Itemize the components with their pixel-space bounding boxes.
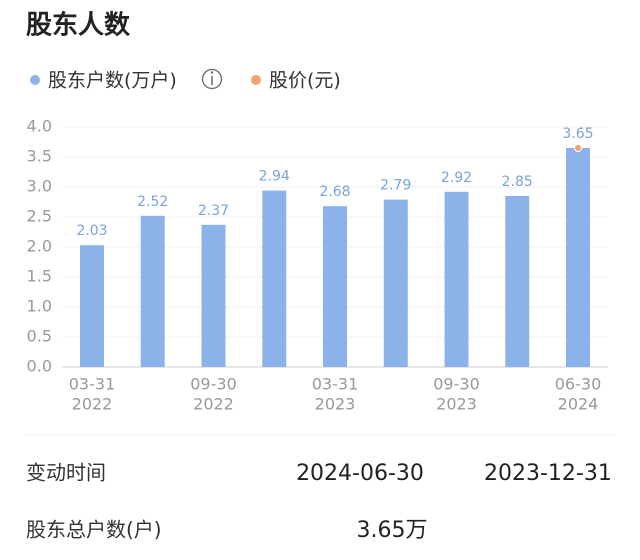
bar [80, 245, 104, 367]
y-tick-label: 1.0 [27, 297, 52, 316]
y-tick-label: 2.0 [27, 237, 52, 256]
bar [444, 191, 469, 367]
legend-label: 股东户数(万户) [48, 70, 177, 92]
bar [505, 196, 530, 367]
bar [201, 224, 226, 367]
bar [383, 199, 408, 367]
chart-title: 股东人数 [26, 10, 131, 41]
value-label: 2.52 [137, 194, 168, 210]
table-label: 变动时间 [26, 461, 106, 485]
legend-dot [30, 75, 40, 85]
bar [323, 206, 347, 367]
value-label: 2.68 [319, 184, 350, 200]
value-label: 2.94 [259, 169, 290, 185]
y-tick-label: 4.0 [27, 117, 52, 136]
bar [566, 148, 590, 367]
value-label: 2.37 [198, 203, 229, 219]
price-point [574, 144, 582, 152]
x-tick-label: 03-31 [69, 375, 116, 394]
value-label: 2.79 [380, 178, 411, 194]
x-tick-label: 03-31 [312, 375, 359, 394]
value-label: 2.85 [502, 174, 533, 190]
x-tick-year: 2022 [193, 395, 234, 414]
y-tick-label: 3.0 [27, 177, 52, 196]
value-label: 2.92 [441, 170, 472, 186]
info-icon[interactable] [201, 68, 223, 90]
bar [262, 190, 287, 367]
table-label: 股东总户数(户) [26, 518, 162, 542]
table-cell: 3.65万 [357, 518, 428, 543]
legend-dot [251, 75, 261, 85]
y-tick-label: 3.5 [27, 147, 52, 166]
y-tick-label: 1.5 [27, 267, 52, 286]
table-cell: 2023-12-31 [484, 461, 612, 486]
table-clip: 变动时间 2024-06-30 2023-12-31 股东总户数(户) 3.65… [26, 461, 612, 544]
x-tick-year: 2023 [436, 395, 477, 414]
y-tick-label: 0.5 [27, 327, 52, 346]
value-label: 3.65 [562, 126, 593, 142]
value-label: 2.03 [76, 223, 107, 239]
x-tick-label: 09-30 [190, 375, 237, 394]
x-tick-year: 2022 [72, 395, 113, 414]
y-tick-label: 2.5 [27, 207, 52, 226]
x-tick-label: 06-30 [555, 375, 602, 394]
x-tick-year: 2024 [558, 395, 599, 414]
legend-label: 股价(元) [269, 70, 341, 92]
y-tick-label: 0.0 [27, 357, 52, 376]
x-tick-year: 2023 [315, 395, 356, 414]
bar [140, 215, 165, 367]
x-tick-label: 09-30 [433, 375, 480, 394]
table-cell: 2024-06-30 [296, 461, 424, 486]
